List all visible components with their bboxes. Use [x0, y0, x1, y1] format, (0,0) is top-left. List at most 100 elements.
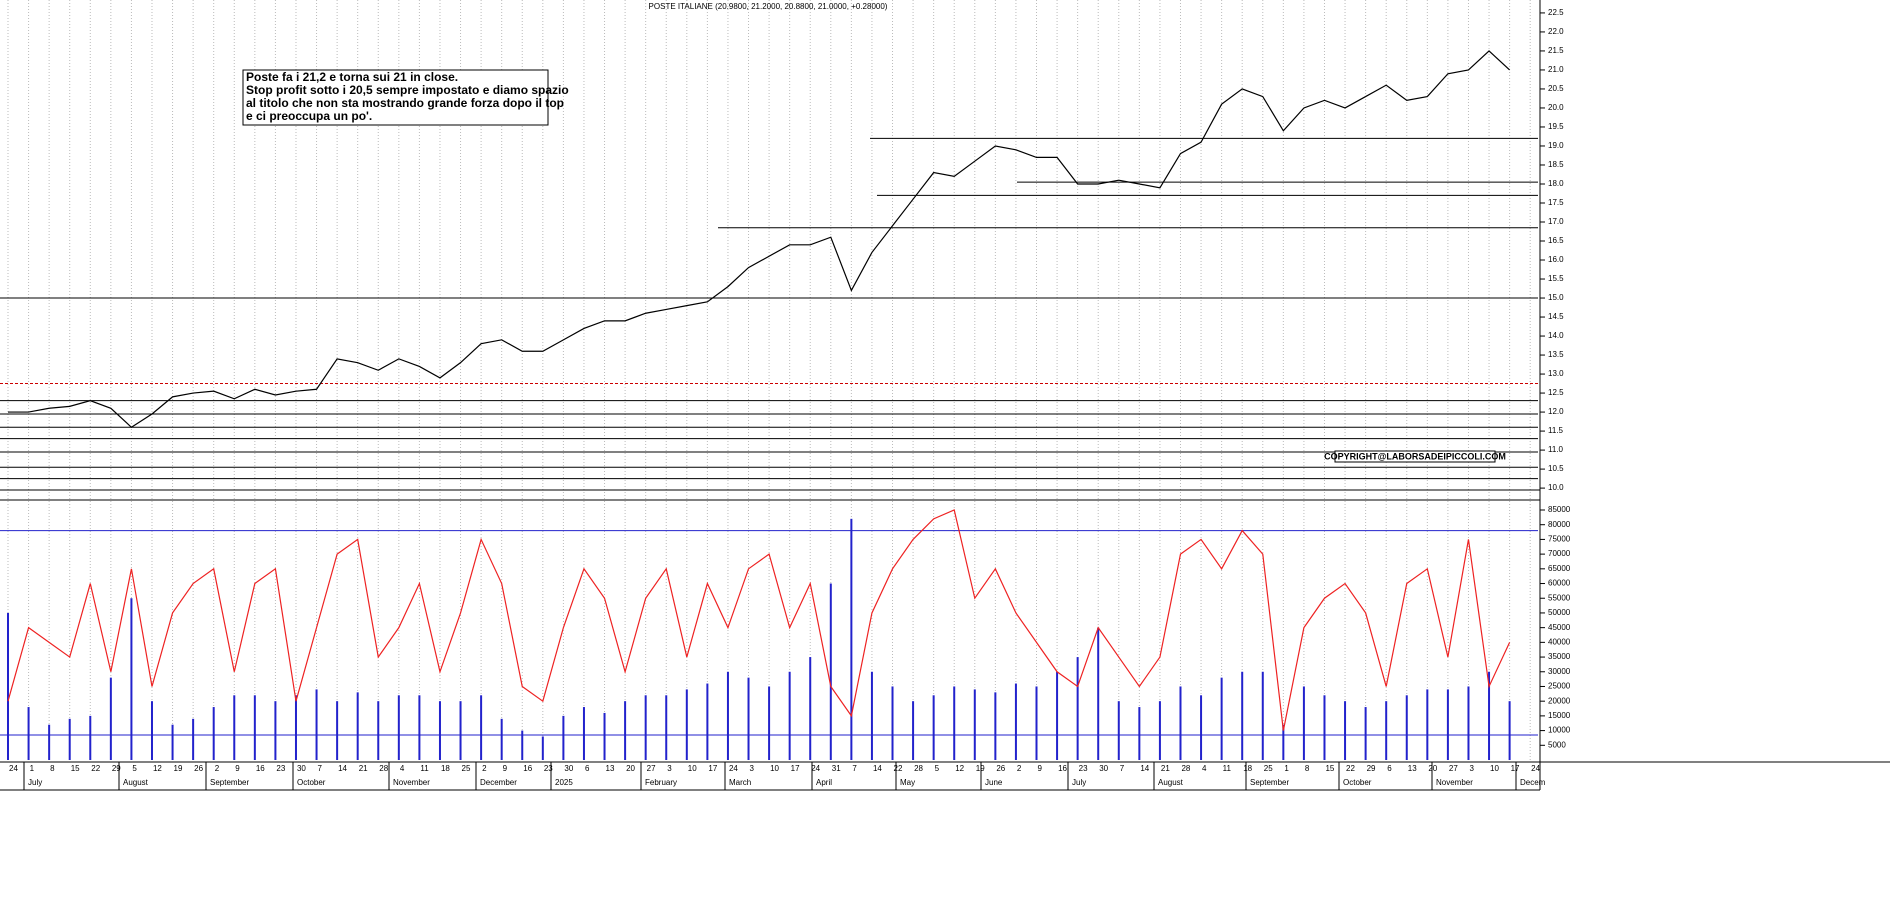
volume-bar — [1035, 686, 1038, 760]
volume-bar — [1302, 686, 1305, 760]
x-tick-label: 2 — [482, 764, 487, 773]
copyright: COPYRIGHT@LABORSADEIPICCOLI.COM — [1324, 451, 1506, 461]
month-label: April — [816, 778, 832, 787]
x-tick-label: 14 — [338, 764, 347, 773]
x-tick-label: 25 — [462, 764, 471, 773]
x-tick-label: 10 — [770, 764, 779, 773]
volume-bar — [932, 695, 935, 760]
x-tick-label: 22 — [91, 764, 100, 773]
annotation-line: al titolo che non sta mostrando grande f… — [246, 96, 564, 110]
x-tick-label: 5 — [935, 764, 940, 773]
month-label: Decem — [1520, 778, 1546, 787]
volume-bar — [233, 695, 236, 760]
volume-bar — [973, 689, 976, 760]
volume-bar — [788, 671, 791, 760]
volume-bar — [356, 692, 359, 760]
volume-bar — [891, 686, 894, 760]
volume-bar — [1508, 701, 1511, 760]
volume-bar — [1426, 689, 1429, 760]
x-tick-label: 23 — [544, 764, 553, 773]
month-label: February — [645, 778, 677, 787]
x-tick-label: 9 — [235, 764, 240, 773]
volume-bar — [706, 683, 709, 760]
x-tick-label: 1 — [1284, 764, 1289, 773]
volume-bar — [500, 718, 503, 760]
volume-bar — [541, 736, 544, 760]
x-tick-label: 13 — [606, 764, 615, 773]
y-tick-label: 35000 — [1548, 652, 1571, 661]
y-tick-label: 21.0 — [1548, 65, 1564, 74]
volume-bar — [1200, 695, 1203, 760]
x-tick-label: 23 — [1079, 764, 1088, 773]
x-tick-label: 7 — [852, 764, 857, 773]
x-tick-label: 17 — [1511, 764, 1520, 773]
month-label: October — [297, 778, 326, 787]
x-tick-label: 7 — [1120, 764, 1125, 773]
volume-bar — [644, 695, 647, 760]
month-label: October — [1343, 778, 1372, 787]
x-tick-label: 22 — [1346, 764, 1355, 773]
volume-bar — [274, 701, 277, 760]
x-tick-label: 12 — [153, 764, 162, 773]
y-tick-label: 40000 — [1548, 637, 1571, 646]
y-tick-label: 13.0 — [1548, 369, 1564, 378]
volume-bar — [829, 583, 832, 760]
price-line — [8, 50, 1511, 429]
x-tick-label: 30 — [564, 764, 573, 773]
x-tick-label: 31 — [832, 764, 841, 773]
x-tick-label: 22 — [894, 764, 903, 773]
volume-bar — [603, 712, 606, 760]
month-label: September — [210, 778, 249, 787]
x-tick-label: 15 — [71, 764, 80, 773]
y-tick-label: 30000 — [1548, 667, 1571, 676]
volume-bar — [1138, 707, 1141, 760]
volume-bar — [953, 686, 956, 760]
x-tick-label: 6 — [1387, 764, 1392, 773]
y-tick-label: 17.0 — [1548, 217, 1564, 226]
y-tick-label: 17.5 — [1548, 198, 1564, 207]
month-label: August — [123, 778, 149, 787]
y-tick-label: 12.5 — [1548, 388, 1564, 397]
volume-bar — [726, 671, 729, 760]
volume-bar — [1467, 686, 1470, 760]
volume-bar — [562, 715, 565, 760]
x-tick-label: 29 — [112, 764, 121, 773]
volume-bar — [212, 707, 215, 760]
y-tick-label: 14.5 — [1548, 312, 1564, 321]
x-tick-label: 23 — [276, 764, 285, 773]
volume-bar — [68, 718, 71, 760]
volume-bar — [7, 612, 9, 760]
x-tick-label: 20 — [1428, 764, 1437, 773]
month-label: August — [1158, 778, 1184, 787]
y-tick-label: 10000 — [1548, 726, 1571, 735]
volume-bar — [109, 677, 112, 760]
x-tick-label: 28 — [1181, 764, 1190, 773]
x-tick-label: 9 — [1038, 764, 1043, 773]
volume-bar — [1344, 701, 1347, 760]
volume-bar — [870, 671, 873, 760]
y-tick-label: 18.0 — [1548, 179, 1564, 188]
volume-bar — [418, 695, 421, 760]
volume-bar — [768, 686, 771, 760]
volume-bar — [89, 715, 92, 760]
x-tick-label: 8 — [1305, 764, 1310, 773]
copyright-box — [1334, 450, 1496, 463]
y-tick-label: 55000 — [1548, 593, 1571, 602]
chart-title: POSTE ITALIANE (20.9800, 21.2000, 20.880… — [649, 2, 888, 11]
x-tick-label: 11 — [1223, 764, 1232, 773]
y-tick-label: 50000 — [1548, 608, 1571, 617]
x-tick-label: 14 — [1140, 764, 1149, 773]
month-label: March — [729, 778, 751, 787]
volume-bar — [1241, 671, 1244, 760]
month-label: July — [28, 778, 42, 787]
volume-bar — [336, 701, 339, 760]
y-tick-label: 10.0 — [1548, 483, 1564, 492]
x-tick-label: 19 — [174, 764, 183, 773]
month-label: September — [1250, 778, 1289, 787]
y-tick-label: 60000 — [1548, 579, 1571, 588]
volume-bar — [1488, 671, 1491, 760]
x-tick-label: 7 — [318, 764, 323, 773]
y-tick-label: 85000 — [1548, 505, 1571, 514]
volume-bar — [685, 689, 688, 760]
